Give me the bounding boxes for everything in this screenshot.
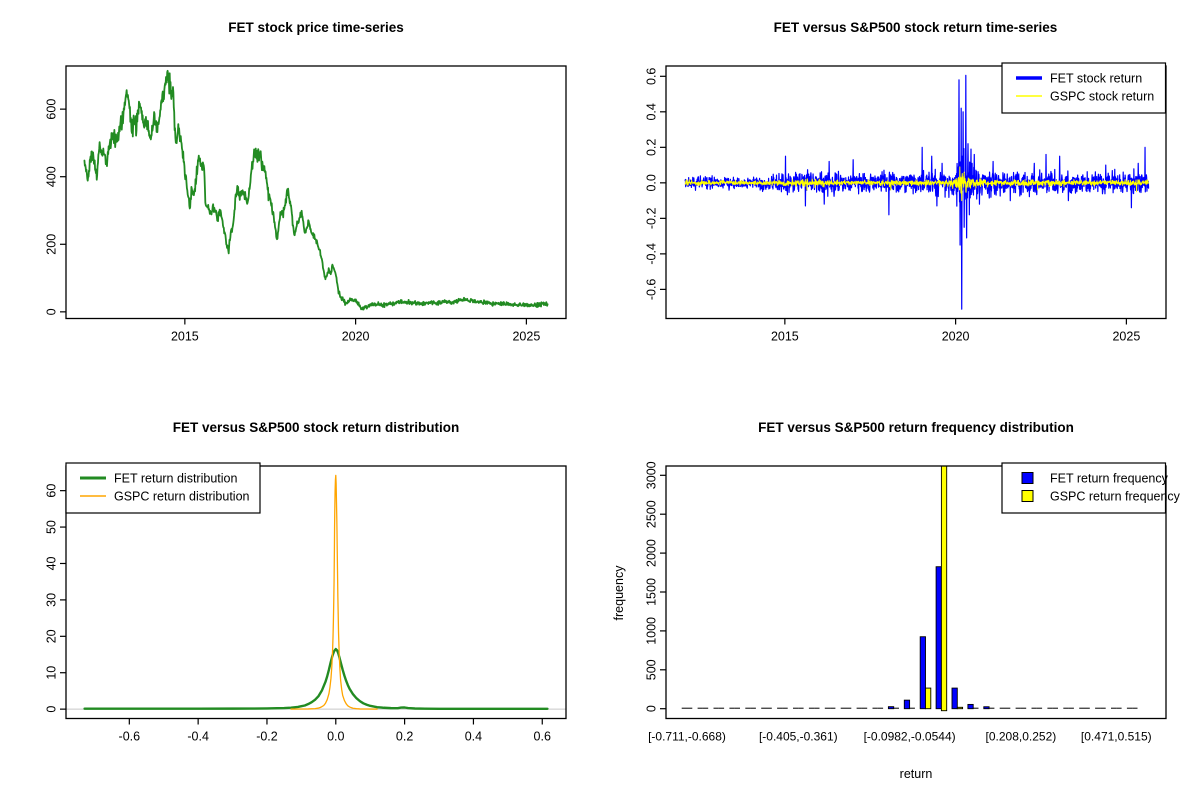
svg-text:500: 500 [644, 659, 658, 680]
svg-text:20: 20 [44, 629, 58, 643]
svg-text:2015: 2015 [171, 330, 199, 344]
returns-chart-title: FET versus S&P500 stock return time-seri… [773, 20, 1058, 35]
svg-text:2015: 2015 [771, 330, 799, 344]
svg-text:400: 400 [44, 166, 58, 187]
svg-text:200: 200 [44, 234, 58, 255]
histogram-x-axis-label: return [899, 767, 933, 781]
svg-text:50: 50 [44, 520, 58, 534]
svg-text:3000: 3000 [644, 461, 658, 489]
svg-text:0.2: 0.2 [644, 139, 658, 156]
price-chart-title: FET stock price time-series [228, 20, 404, 35]
histogram-bin-label: [0.208,0.252) [986, 730, 1057, 744]
histogram-bin-label: [-0.0982,-0.0544) [864, 730, 956, 744]
svg-text:0.6: 0.6 [644, 68, 658, 85]
returns-chart: 2015 2020 2025 0.6 0.4 0.2 0.0 -0.2 -0.4 -0.6 FET … [644, 62, 1167, 344]
svg-text:0.4: 0.4 [644, 103, 658, 120]
svg-text:0.6: 0.6 [534, 730, 551, 744]
svg-text:0.0: 0.0 [644, 174, 658, 191]
histogram-chart: 0 500 1000 1500 2000 2500 3000 [-0.711,-0.668) [… [644, 461, 1181, 744]
svg-text:0.2: 0.2 [396, 730, 413, 744]
panel-return-timeseries: FET versus S&P500 stock return time-seri… [600, 0, 1200, 400]
svg-text:0: 0 [44, 308, 58, 315]
panel-return-distribution: FET versus S&P500 stock return distribut… [0, 400, 600, 800]
density-chart: -0.6 -0.4 -0.2 0.0 0.2 0.4 0.6 0 10 20 30 40 50 60 FET… [44, 462, 567, 744]
svg-text:-0.6: -0.6 [644, 279, 658, 301]
svg-text:1000: 1000 [644, 617, 658, 645]
svg-text:0: 0 [644, 705, 658, 712]
svg-text:600: 600 [44, 99, 58, 120]
svg-text:2020: 2020 [942, 330, 970, 344]
density-chart-title: FET versus S&P500 stock return distribut… [172, 420, 460, 435]
histogram-chart-title: FET versus S&P500 return frequency distr… [758, 420, 1074, 435]
svg-text:-0.6: -0.6 [119, 730, 141, 744]
svg-text:-0.2: -0.2 [256, 730, 278, 744]
svg-text:-0.4: -0.4 [187, 730, 209, 744]
svg-text:0.0: 0.0 [327, 730, 344, 744]
histogram-legend-label-0: FET return frequency [1050, 472, 1169, 486]
svg-text:2000: 2000 [644, 539, 658, 567]
svg-text:0.4: 0.4 [465, 730, 482, 744]
histogram-bin-label: [0.471,0.515) [1081, 730, 1152, 744]
panel-price-timeseries: FET stock price time-series 2015 2020 2025… [0, 0, 600, 400]
price-chart: 2015 2020 2025 0 200 400 600 [44, 65, 567, 344]
density-legend-label-0: FET return distribution [114, 472, 237, 486]
svg-text:2025: 2025 [512, 330, 540, 344]
svg-text:-0.2: -0.2 [644, 208, 658, 230]
returns-legend-label-1: GSPC stock return [1050, 90, 1154, 104]
density-legend-label-1: GSPC return distribution [114, 490, 250, 504]
svg-text:0: 0 [44, 706, 58, 713]
svg-text:60: 60 [44, 484, 58, 498]
svg-text:2025: 2025 [1112, 330, 1140, 344]
svg-text:40: 40 [44, 556, 58, 570]
histogram-legend-label-1: GSPC return frequency [1050, 490, 1181, 504]
svg-text:2500: 2500 [644, 500, 658, 528]
svg-text:-0.4: -0.4 [644, 243, 658, 265]
svg-text:30: 30 [44, 593, 58, 607]
histogram-bin-label: [-0.711,-0.668) [648, 730, 726, 744]
svg-text:2020: 2020 [342, 330, 370, 344]
panel-return-frequency: FET versus S&P500 return frequency distr… [600, 400, 1200, 800]
svg-text:10: 10 [44, 666, 58, 680]
histogram-bin-label: [-0.405,-0.361) [759, 730, 838, 744]
returns-legend-label-0: FET stock return [1050, 72, 1142, 86]
svg-text:1500: 1500 [644, 578, 658, 606]
